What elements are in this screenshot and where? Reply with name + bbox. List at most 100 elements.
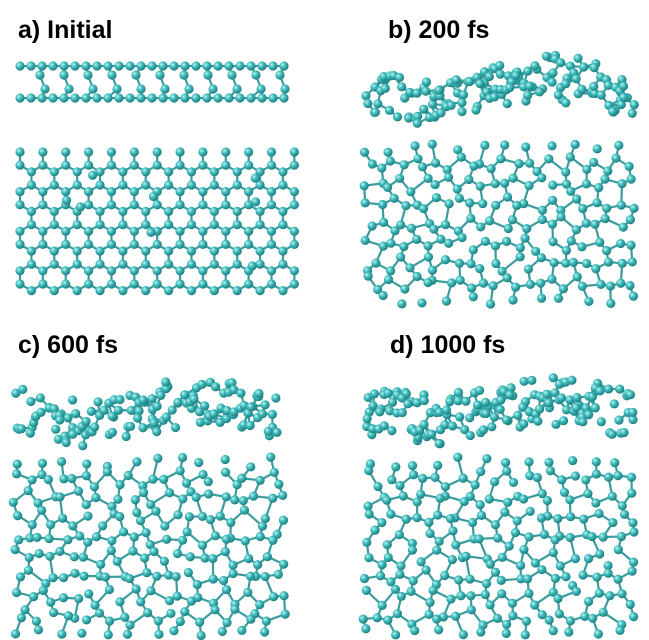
atom bbox=[221, 266, 230, 275]
atom bbox=[412, 235, 421, 244]
atom bbox=[92, 93, 101, 102]
atom bbox=[364, 553, 373, 562]
atom bbox=[393, 112, 402, 121]
atom bbox=[423, 241, 432, 250]
atom bbox=[246, 572, 255, 581]
atom bbox=[368, 159, 377, 168]
atom bbox=[582, 179, 591, 188]
atom bbox=[559, 416, 568, 425]
atom bbox=[524, 457, 533, 466]
atom bbox=[553, 514, 562, 523]
atom bbox=[251, 197, 260, 206]
atom bbox=[582, 259, 591, 268]
atom bbox=[454, 388, 463, 397]
atom bbox=[166, 609, 175, 618]
atom bbox=[164, 220, 173, 229]
atom bbox=[418, 474, 427, 483]
atom bbox=[27, 180, 36, 189]
atom bbox=[421, 87, 430, 96]
atom bbox=[141, 207, 150, 216]
atom bbox=[262, 616, 271, 625]
atom bbox=[578, 204, 587, 213]
atom bbox=[246, 615, 255, 624]
atom bbox=[113, 557, 122, 566]
atom bbox=[160, 557, 169, 566]
atom bbox=[151, 507, 160, 516]
atom bbox=[258, 409, 267, 418]
side-view bbox=[11, 377, 281, 450]
atom bbox=[451, 612, 460, 621]
atom bbox=[280, 84, 289, 93]
atom bbox=[413, 154, 422, 163]
atom bbox=[255, 207, 264, 216]
atom bbox=[147, 93, 156, 102]
atom bbox=[466, 259, 475, 268]
atom bbox=[491, 568, 500, 577]
atom bbox=[187, 246, 196, 255]
atom bbox=[467, 605, 476, 614]
atom bbox=[49, 608, 58, 617]
atom bbox=[290, 279, 299, 288]
atom bbox=[589, 158, 598, 167]
atom bbox=[15, 279, 24, 288]
atom bbox=[267, 266, 276, 275]
atom bbox=[278, 246, 287, 255]
atom bbox=[516, 243, 525, 252]
atom bbox=[46, 520, 55, 529]
atom bbox=[573, 272, 582, 281]
atom bbox=[133, 413, 142, 422]
atom bbox=[491, 241, 500, 250]
atom bbox=[496, 405, 505, 414]
atom bbox=[82, 471, 91, 480]
atom bbox=[235, 61, 244, 70]
atom bbox=[419, 420, 428, 429]
atom bbox=[249, 492, 258, 501]
atom bbox=[572, 225, 581, 234]
atom bbox=[487, 164, 496, 173]
atom bbox=[523, 574, 532, 583]
atom bbox=[38, 279, 47, 288]
atom bbox=[254, 389, 263, 398]
atom bbox=[626, 241, 635, 250]
atom bbox=[36, 393, 45, 402]
atom bbox=[363, 501, 372, 510]
atom bbox=[513, 411, 522, 420]
atom bbox=[413, 497, 422, 506]
atom bbox=[475, 79, 484, 88]
atom bbox=[401, 201, 410, 210]
atom bbox=[267, 240, 276, 249]
atom bbox=[425, 598, 434, 607]
atom bbox=[511, 528, 520, 537]
atom bbox=[466, 214, 475, 223]
atom bbox=[11, 545, 20, 554]
atom bbox=[59, 70, 68, 79]
atom bbox=[101, 572, 110, 581]
atom bbox=[578, 417, 587, 426]
atom bbox=[130, 227, 139, 236]
atom bbox=[153, 161, 162, 170]
atom bbox=[465, 198, 474, 207]
atom bbox=[230, 605, 239, 614]
atom bbox=[82, 615, 91, 624]
atom bbox=[103, 467, 112, 476]
atom bbox=[136, 84, 145, 93]
atom bbox=[520, 234, 529, 243]
atom bbox=[107, 266, 116, 275]
atom bbox=[208, 84, 217, 93]
atom bbox=[548, 196, 557, 205]
atom bbox=[59, 593, 68, 602]
atom bbox=[233, 180, 242, 189]
atom bbox=[461, 552, 470, 561]
atom bbox=[232, 480, 241, 489]
atom bbox=[204, 489, 213, 498]
atom bbox=[38, 147, 47, 156]
atom bbox=[218, 627, 227, 636]
atom bbox=[130, 532, 139, 541]
atom bbox=[566, 187, 575, 196]
atom bbox=[385, 106, 394, 115]
atom bbox=[73, 167, 82, 176]
atom bbox=[77, 629, 86, 638]
atom bbox=[132, 457, 141, 466]
atom bbox=[503, 498, 512, 507]
atom bbox=[204, 477, 213, 486]
